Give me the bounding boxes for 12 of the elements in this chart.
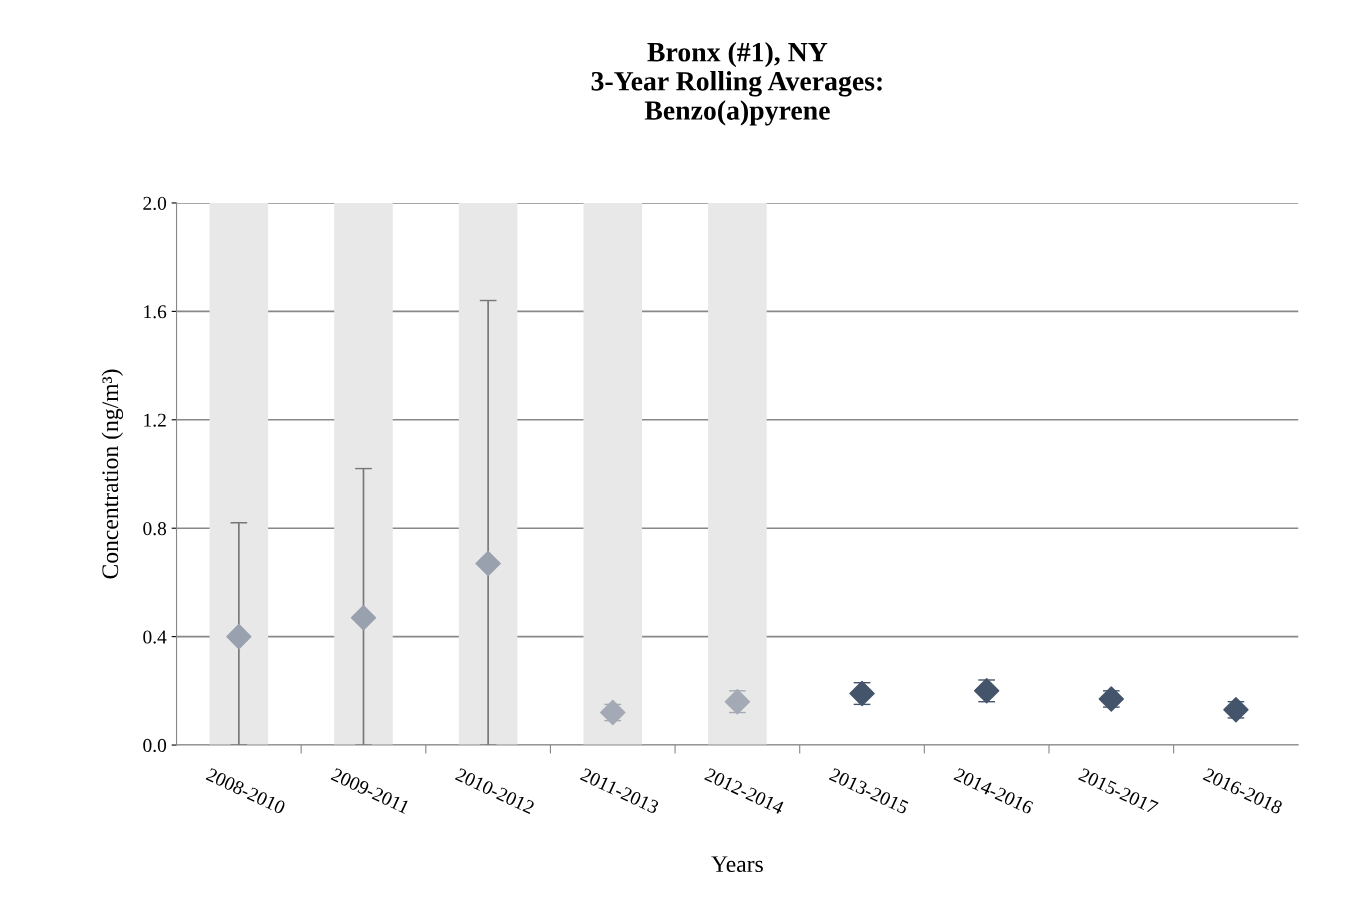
y-tick-label: 0.8	[143, 522, 167, 536]
point	[350, 604, 377, 631]
chart-title: Bronx (#1), NY 3-Year Rolling Averages: Benzo(a)pyrene	[591, 42, 882, 126]
x-axis-title: Years	[711, 856, 763, 873]
y-tick-label: 0.4	[143, 630, 167, 644]
y-tick-label: 2.0	[143, 196, 167, 210]
y-tick-label: 1.6	[144, 305, 167, 319]
point	[475, 550, 501, 577]
y-tick-label: 0.0	[143, 738, 167, 753]
point	[226, 623, 252, 650]
y-axis-title: Concentration (ng/m³)	[101, 369, 124, 579]
y-tick-label: 1.2	[144, 413, 166, 427]
